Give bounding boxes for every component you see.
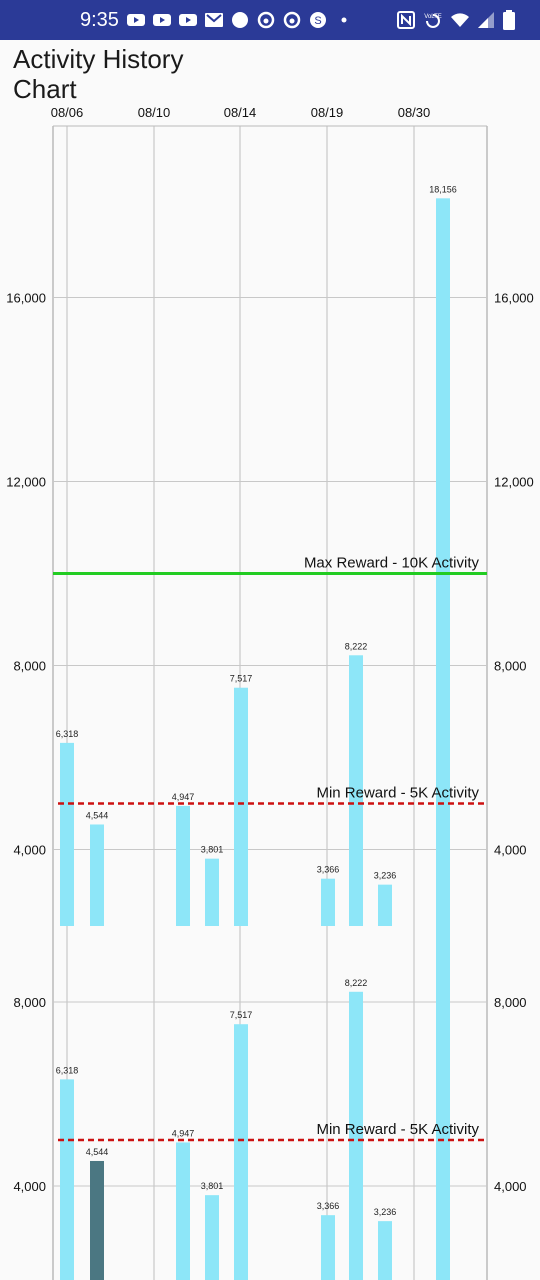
- bar-value-label: 6,318: [56, 1065, 79, 1075]
- bar-value-label: 4,544: [86, 810, 109, 820]
- app-icon: [283, 11, 301, 29]
- x-tick-label: 08/10: [138, 105, 171, 120]
- x-tick-label: 08/06: [51, 105, 84, 120]
- y-tick-label-right: 16,000: [494, 291, 534, 306]
- y-tick-label-right: 8,000: [494, 995, 527, 1010]
- signal-icon: [478, 12, 494, 28]
- bar: [321, 1215, 335, 1280]
- bar: [378, 1221, 392, 1280]
- svg-text:S: S: [314, 15, 321, 27]
- bar-value-label: 18,156: [429, 184, 457, 194]
- y-tick-label-right: 4,000: [494, 843, 527, 858]
- y-tick-label-right: 4,000: [494, 1179, 527, 1194]
- wifi-icon: [451, 13, 469, 27]
- bar-value-label: 4,947: [172, 1128, 195, 1138]
- bar: [205, 1195, 219, 1280]
- bar: [60, 1079, 74, 1280]
- bar: [378, 884, 392, 926]
- battery-icon: [503, 10, 515, 30]
- youtube-icon: [179, 14, 197, 26]
- y-tick-label-left: 4,000: [13, 1179, 46, 1194]
- bar: [234, 687, 248, 926]
- y-tick-label-left: 8,000: [13, 995, 46, 1010]
- volte-icon: VoLTE: [424, 14, 442, 28]
- bar: [234, 1024, 248, 1280]
- bar: [349, 991, 363, 1280]
- app-icon: [257, 11, 275, 29]
- bar: [349, 655, 363, 926]
- bar: [436, 198, 450, 1280]
- bar-value-label: 3,236: [374, 871, 397, 881]
- bar-value-label: 3,236: [374, 1207, 397, 1217]
- page-title: Activity History Chart: [13, 44, 184, 104]
- bar-value-label: 8,222: [345, 978, 368, 988]
- youtube-icon: [153, 14, 171, 26]
- bar-value-label: 3,801: [201, 1181, 224, 1191]
- bar: [205, 858, 219, 926]
- bar-selected: [90, 1160, 104, 1280]
- bar: [321, 878, 335, 926]
- youtube-icon: [127, 14, 145, 26]
- circle-icon: [232, 12, 248, 28]
- x-tick-label: 08/19: [311, 105, 344, 120]
- bar: [176, 1142, 190, 1280]
- y-tick-label-right: 12,000: [494, 475, 534, 490]
- dot-icon: [341, 17, 347, 23]
- reference-line-label: Min Reward - 5K Activity: [316, 1121, 479, 1138]
- status-time: 9:35: [80, 9, 119, 31]
- bar-value-label: 3,801: [201, 845, 224, 855]
- bar-value-label: 4,947: [172, 792, 195, 802]
- gmail-icon: [205, 13, 223, 27]
- status-bar: 9:35 S VoLTE: [0, 0, 540, 40]
- bar-value-label: 8,222: [345, 641, 368, 651]
- bar: [176, 805, 190, 926]
- bar-value-label: 7,517: [230, 674, 253, 684]
- notification-icons: S: [126, 10, 354, 30]
- reference-line-label: Min Reward - 5K Activity: [316, 785, 479, 802]
- y-tick-label-left: 8,000: [13, 659, 46, 674]
- bar-value-label: 7,517: [230, 1010, 253, 1020]
- bar-value-label: 4,544: [86, 1147, 109, 1157]
- x-tick-label: 08/14: [224, 105, 257, 120]
- volte-label: VoLTE: [424, 14, 442, 20]
- y-tick-label-right: 8,000: [494, 659, 527, 674]
- y-tick-label-left: 12,000: [6, 475, 46, 490]
- reference-line-label: Max Reward - 10K Activity: [304, 555, 480, 572]
- nfc-icon: [397, 11, 415, 29]
- bar: [90, 824, 104, 926]
- bar-value-label: 3,366: [317, 1201, 340, 1211]
- system-icons: VoLTE: [396, 9, 516, 31]
- bar-value-label: 6,318: [56, 729, 79, 739]
- x-tick-label: 08/30: [398, 105, 431, 120]
- y-tick-label-left: 4,000: [13, 843, 46, 858]
- y-tick-label-left: 16,000: [6, 291, 46, 306]
- bar-value-label: 3,366: [317, 865, 340, 875]
- bar: [60, 742, 74, 926]
- app-icon: S: [310, 12, 326, 28]
